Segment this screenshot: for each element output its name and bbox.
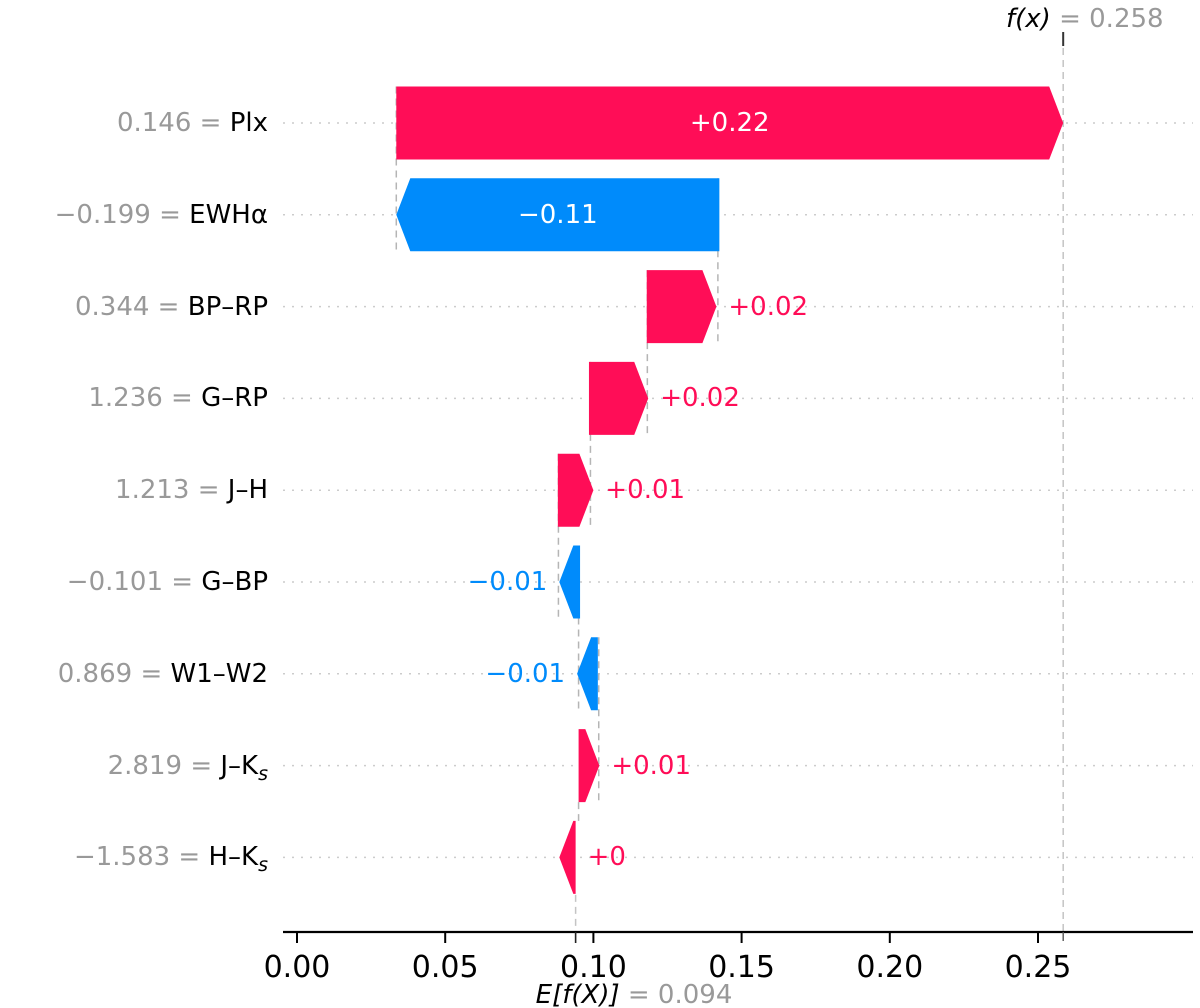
contribution-label: +0.22 — [689, 108, 770, 138]
feature-name-subscript: s — [258, 762, 268, 785]
feature-name-subscript: s — [258, 854, 268, 877]
feature-value: −0.199 = — [54, 199, 190, 230]
feature-value: 2.819 = — [107, 750, 221, 781]
fx-value: = 0.258 — [1059, 4, 1164, 34]
feature-label: 2.819 = J–Ks — [107, 748, 268, 785]
feature-name: G–RP — [201, 383, 268, 414]
feature-value: 0.344 = — [74, 291, 188, 322]
feature-value: 1.213 = — [115, 475, 228, 506]
contribution-label: −0.01 — [485, 658, 566, 689]
feature-name: H–Ks — [208, 842, 268, 877]
feature-name: G–BP — [201, 567, 268, 597]
feature-name: Plx — [229, 108, 268, 138]
x-tick-label: 0.15 — [708, 950, 775, 985]
x-tick-label: 0.25 — [1004, 950, 1072, 985]
feature-label: 0.869 = W1–W2 — [58, 656, 268, 692]
feature-label: 1.236 = G–RP — [88, 380, 268, 416]
feature-value: −1.583 = — [73, 842, 209, 873]
contribution-label: −0.01 — [467, 567, 548, 597]
bar-g–bp — [559, 545, 581, 619]
feature-name: BP–RP — [187, 291, 268, 322]
feature-label: 0.344 = BP–RP — [75, 289, 268, 325]
feature-name: J–Ks — [220, 750, 268, 785]
contribution-label: +0.02 — [660, 383, 740, 414]
contribution-label: +0.01 — [605, 475, 686, 506]
bar-plx — [396, 86, 1064, 160]
bar-w1–w2 — [577, 637, 598, 711]
contribution-label: +0.02 — [728, 291, 809, 322]
feature-label: 1.213 = J–H — [115, 472, 268, 508]
fx-formula: f(x) — [1006, 4, 1051, 34]
expected-value-annotation: E[f(X)] = 0.094 — [494, 980, 774, 1008]
x-tick-label: 0.05 — [411, 950, 479, 985]
fx-spacer — [1051, 4, 1059, 34]
bar-h–k — [559, 820, 576, 894]
fx-annotation: f(x) = 0.258 — [1006, 4, 1164, 34]
feature-value: 1.236 = — [88, 383, 202, 414]
bar-j–k — [578, 729, 600, 803]
feature-value: 0.146 = — [116, 108, 230, 138]
contribution-label: +0.01 — [611, 750, 691, 781]
bar-g–rp — [588, 361, 649, 435]
contribution-label: +0 — [587, 842, 626, 873]
feature-value: −0.101 = — [66, 567, 202, 597]
feature-name: W1–W2 — [170, 658, 269, 689]
bar-j–h — [557, 453, 594, 527]
expected-formula: E[f(X)] — [535, 980, 620, 1008]
bar-bp–rp — [646, 270, 717, 344]
x-tick-label: 0.20 — [856, 950, 924, 985]
x-tick-label: 0.00 — [263, 950, 331, 985]
feature-name: J–H — [227, 475, 268, 506]
feature-name: EWHα — [189, 199, 268, 230]
contribution-label: −0.11 — [517, 199, 598, 230]
feature-value: 0.869 = — [57, 658, 171, 689]
feature-label: −1.583 = H–Ks — [73, 839, 268, 877]
feature-label: −0.199 = EWHα — [55, 197, 268, 233]
feature-label: −0.101 = G–BP — [67, 564, 268, 600]
x-tick-label: 0.10 — [559, 950, 627, 985]
bar-ewhα — [396, 178, 720, 252]
feature-label: 0.146 = Plx — [117, 105, 268, 141]
expected-value: = 0.094 — [627, 980, 733, 1008]
